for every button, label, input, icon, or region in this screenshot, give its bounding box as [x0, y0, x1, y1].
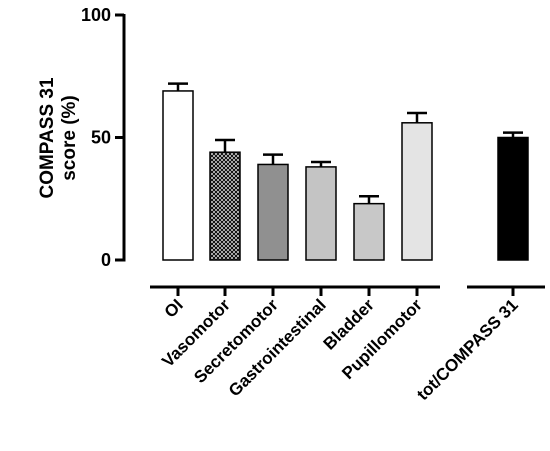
bar-pupillomotor	[401, 122, 433, 261]
y-axis-label-line2: score (%)	[59, 95, 80, 181]
bar-gastrointestinal	[305, 166, 337, 261]
bar-vasomotor	[209, 151, 241, 261]
bar-bladder	[353, 202, 385, 261]
x-axis: OIVasomotorSecretomotorGastrointestinalB…	[150, 285, 545, 404]
bars	[162, 82, 529, 261]
x-tick-label-0: OI	[161, 295, 187, 321]
x-tick-label-2: Secretomotor	[190, 295, 282, 387]
y-axis-label: COMPASS 31 score (%)	[37, 77, 80, 199]
bar-secretomotor	[257, 163, 289, 261]
y-tick-label-100: 100	[81, 5, 111, 25]
x-tick-label-6: tot/COMPASS 31	[413, 295, 522, 404]
y-axis: 0 50 100	[81, 5, 126, 270]
bar-tot-compass-31	[497, 136, 529, 261]
bar-oi	[162, 90, 194, 261]
y-tick-label-50: 50	[91, 128, 111, 148]
y-axis-label-line1: COMPASS 31	[37, 77, 58, 199]
y-tick-label-0: 0	[101, 250, 111, 270]
